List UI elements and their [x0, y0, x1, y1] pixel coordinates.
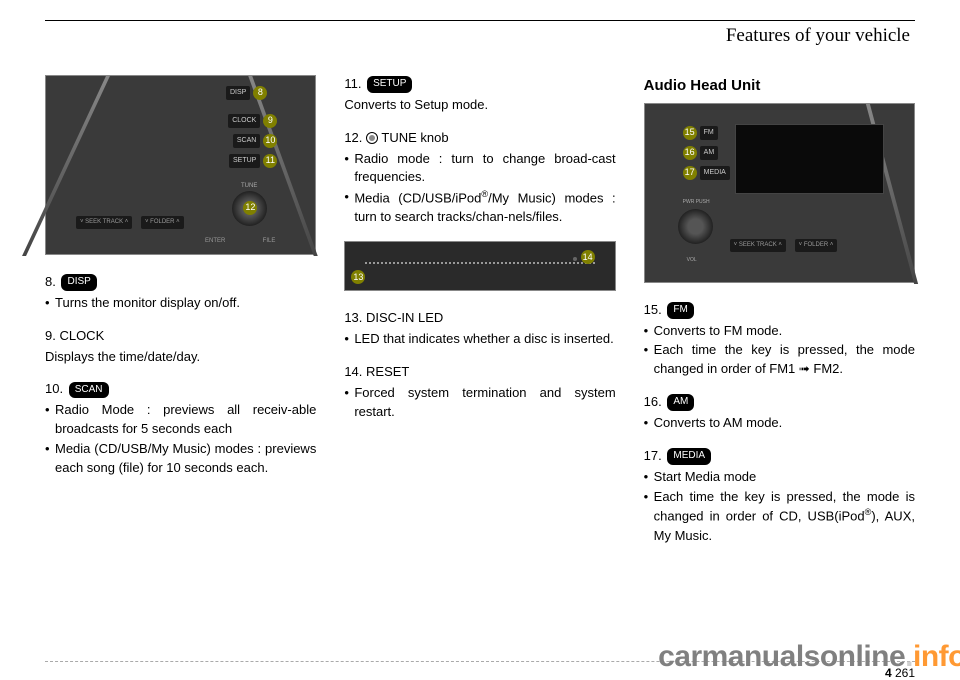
- media-badge: MEDIA: [667, 448, 711, 465]
- callout-17: 17: [683, 166, 697, 180]
- callout-10: 10: [263, 134, 277, 148]
- item-13-bullet: LED that indicates whether a disc is ins…: [344, 330, 615, 349]
- photo-disp-button: DISP: [226, 86, 250, 100]
- photo-pwr-label: PWR PUSH: [683, 199, 710, 206]
- fm-badge: FM: [667, 302, 693, 319]
- photo-setup-button: SETUP: [229, 154, 260, 168]
- item-15-bullet-2: Each time the key is pressed, the mode c…: [644, 341, 915, 379]
- item-12-label: 12. TUNE knob: [344, 129, 615, 148]
- reset-dot: [573, 257, 577, 261]
- photo-head-unit-left: FM 15 AM 16 MEDIA 17 PWR PUSH VOL ˅ SEEK…: [644, 103, 915, 283]
- item-11-label: 11. SETUP: [344, 75, 615, 94]
- photo-enter-label: ENTER: [205, 237, 225, 246]
- photo-fm-button: FM: [700, 126, 718, 140]
- item-9-label: 9. CLOCK: [45, 327, 316, 346]
- item-17-bullet-1: Start Media mode: [644, 468, 915, 487]
- item-10-bullet-2: Media (CD/USB/My Music) modes : previews…: [45, 440, 316, 478]
- setup-badge: SETUP: [367, 76, 412, 93]
- item-12-bullet-2: Media (CD/USB/iPod®/My Music) modes : tu…: [344, 188, 615, 227]
- item-10-bullet-1: Radio Mode : previews all receiv-able br…: [45, 401, 316, 439]
- column-2: 11. SETUP Converts to Setup mode. 12. TU…: [344, 75, 615, 559]
- item-14-bullet: Forced system termination and system res…: [344, 384, 615, 422]
- photo-head-unit-right: DISP 8 CLOCK 9 SCAN 10 SETUP 11 TUNE 12 …: [45, 75, 316, 255]
- item-13-label: 13. DISC-IN LED: [344, 309, 615, 328]
- photo-screen: [735, 124, 884, 194]
- column-1: DISP 8 CLOCK 9 SCAN 10 SETUP 11 TUNE 12 …: [45, 75, 316, 559]
- item-14-label: 14. RESET: [344, 363, 615, 382]
- photo-media-button: MEDIA: [700, 166, 730, 180]
- page-header-title: Features of your vehicle: [45, 25, 915, 47]
- callout-13: 13: [351, 270, 365, 284]
- photo-disc-strip: 13 14: [344, 241, 615, 291]
- item-16-bullet: Converts to AM mode.: [644, 414, 915, 433]
- column-3: Audio Head Unit FM 15 AM 16 MEDIA 17 PWR…: [644, 75, 915, 559]
- item-8-bullet: Turns the monitor display on/off.: [45, 294, 316, 313]
- photo-vol-label: VOL: [687, 257, 697, 264]
- watermark: carmanualsonline.info: [658, 640, 960, 674]
- item-11-desc: Converts to Setup mode.: [344, 96, 615, 115]
- callout-15: 15: [683, 126, 697, 140]
- photo-tune-label: TUNE: [241, 182, 257, 191]
- callout-14: 14: [581, 250, 595, 264]
- photo-file-label: FILE: [263, 237, 276, 246]
- item-15-label: 15. FM: [644, 301, 915, 320]
- item-10-label: 10. SCAN: [45, 380, 316, 399]
- item-17-label: 17. MEDIA: [644, 447, 915, 466]
- item-8-label: 8. DISP: [45, 273, 316, 292]
- audio-head-unit-heading: Audio Head Unit: [644, 75, 915, 97]
- photo-folder-button-2: ˅ FOLDER ˄: [795, 239, 838, 252]
- callout-12: 12: [243, 201, 257, 215]
- photo-scan-button: SCAN: [233, 134, 260, 148]
- am-badge: AM: [667, 394, 694, 411]
- photo-vol-knob: [678, 209, 713, 244]
- callout-9: 9: [263, 114, 277, 128]
- scan-badge: SCAN: [69, 382, 109, 399]
- photo-clock-button: CLOCK: [228, 114, 260, 128]
- item-9-desc: Displays the time/date/day.: [45, 348, 316, 367]
- item-16-label: 16. AM: [644, 393, 915, 412]
- callout-16: 16: [683, 146, 697, 160]
- item-15-bullet-1: Converts to FM mode.: [644, 322, 915, 341]
- callout-11: 11: [263, 154, 277, 168]
- item-17-bullet-2: Each time the key is pressed, the mode i…: [644, 488, 915, 546]
- disp-badge: DISP: [61, 274, 96, 291]
- photo-seek-button-2: ˅ SEEK TRACK ˄: [730, 239, 786, 252]
- photo-am-button: AM: [700, 146, 719, 160]
- callout-8: 8: [253, 86, 267, 100]
- tune-knob-icon: [366, 132, 378, 144]
- photo-seek-button: ˅ SEEK TRACK ˄: [76, 216, 132, 229]
- photo-folder-button: ˅ FOLDER ˄: [141, 216, 184, 229]
- item-12-bullet-1: Radio mode : turn to change broad-cast f…: [344, 150, 615, 188]
